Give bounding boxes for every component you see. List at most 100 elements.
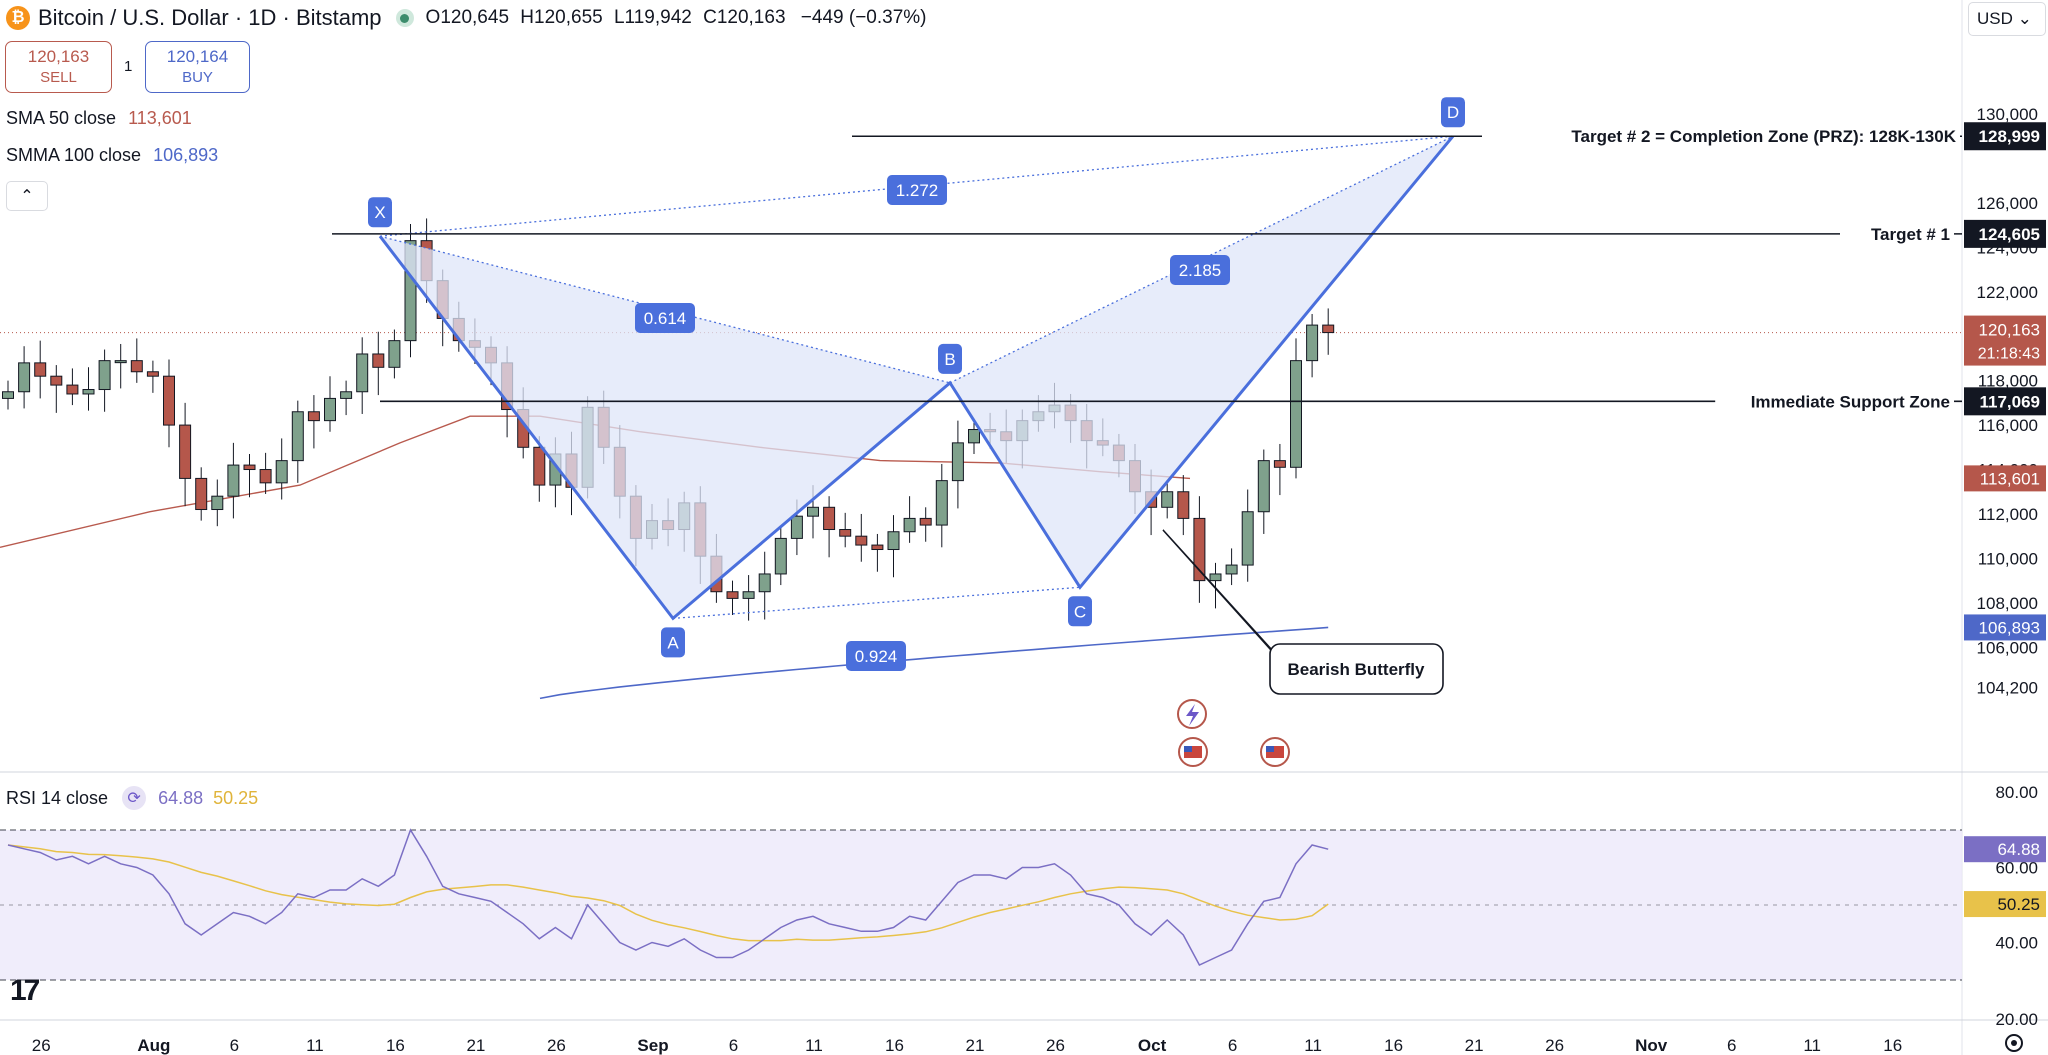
collapse-legend-button[interactable]: ⌃ — [6, 181, 48, 211]
target-text-bg — [1715, 388, 1954, 415]
price-label-value: 124,605 — [1979, 225, 2040, 244]
event-icon-us[interactable] — [1178, 737, 1208, 767]
candle — [855, 513, 868, 562]
pattern-point-label: D — [1447, 103, 1459, 122]
pattern-triangle-bcd — [950, 136, 1453, 588]
spread-value: 1 — [124, 58, 133, 75]
event-icon-us[interactable] — [1260, 737, 1290, 767]
candle-body — [1161, 491, 1174, 508]
price-tick-label: 130,000 — [1977, 105, 2038, 124]
event-icon-flash[interactable] — [1177, 699, 1207, 729]
candle-body — [1193, 517, 1206, 582]
ratio-badge — [635, 303, 695, 333]
time-tick-label: 6 — [230, 1036, 239, 1055]
candle-body — [146, 371, 159, 377]
pattern-point-badge — [661, 627, 685, 658]
candle — [871, 533, 884, 572]
candle-body — [324, 397, 336, 422]
candle — [1225, 548, 1238, 586]
currency-selector[interactable]: USD ⌄ — [1968, 2, 2046, 36]
ohlc-readout: O120,645 H120,655 L119,942 C120,163 −449… — [426, 7, 927, 29]
candle-body — [372, 353, 385, 368]
ratio-label[interactable]: 0.924 — [846, 641, 906, 671]
time-tick-label: 6 — [1228, 1036, 1237, 1055]
candle-body — [211, 495, 224, 511]
candle — [1209, 562, 1222, 609]
target-text: Target # 1 — [1871, 225, 1950, 244]
sma-value: 113,601 — [128, 108, 192, 128]
rsi-tick-label: 20.00 — [1995, 1010, 2038, 1029]
candle — [259, 452, 272, 494]
candle — [388, 329, 401, 379]
price-tick-label: 108,000 — [1977, 594, 2038, 613]
sma-legend[interactable]: SMA 50 close 113,601 — [6, 108, 192, 129]
chevron-up-icon: ⌃ — [20, 188, 34, 205]
candle-body — [839, 529, 852, 537]
candle — [887, 515, 900, 578]
candle-body — [404, 240, 417, 342]
candle — [823, 496, 836, 558]
pattern-point-b[interactable]: B — [938, 343, 962, 374]
candle-body — [1273, 460, 1286, 468]
time-tick-label: 11 — [1803, 1036, 1821, 1055]
time-tick-label: 16 — [1883, 1036, 1902, 1055]
buy-price: 120,164 — [166, 47, 229, 66]
candle-body — [227, 464, 240, 497]
price-tick-label: 104,200 — [1977, 678, 2038, 697]
sell-label: SELL — [40, 69, 77, 86]
candle-body — [823, 506, 836, 531]
price-label-value: 128,999 — [1979, 127, 2040, 146]
symbol-title[interactable]: Bitcoin / U.S. Dollar · 1D · Bitstamp — [38, 5, 382, 30]
pattern-point-d[interactable]: D — [1441, 97, 1465, 128]
smma-label: SMMA 100 close — [6, 145, 142, 165]
ratio-label[interactable]: 0.614 — [635, 303, 695, 333]
smma-axis-value: 106,893 — [1979, 618, 2040, 637]
bitcoin-icon: ₿ — [6, 6, 30, 30]
candle — [211, 479, 224, 527]
candle-body — [774, 537, 787, 575]
callout-text: Bearish Butterfly — [1288, 660, 1426, 679]
close-value: C120,163 — [703, 7, 786, 28]
ratio-label[interactable]: 1.272 — [887, 175, 947, 205]
candle — [2, 380, 14, 410]
rsi-legend[interactable]: RSI 14 close ⟳ 64.88 50.25 — [6, 786, 258, 810]
callout-pointer — [1162, 529, 1281, 661]
candle-body — [179, 424, 192, 479]
candle — [34, 340, 47, 399]
pattern-point-a[interactable]: A — [661, 627, 685, 658]
pattern-point-x[interactable]: X — [368, 197, 392, 228]
pattern-point-badge — [1068, 596, 1092, 627]
time-tick-label: 21 — [1465, 1036, 1484, 1055]
candle-body — [1177, 491, 1190, 519]
candle — [114, 343, 127, 389]
ratio-label[interactable]: 2.185 — [1170, 255, 1230, 285]
smma-legend[interactable]: SMMA 100 close 106,893 — [6, 145, 218, 166]
candle-body — [259, 469, 272, 484]
candle — [1177, 475, 1190, 536]
chart-settings-button[interactable] — [2005, 1034, 2023, 1052]
time-tick-label: Oct — [1138, 1036, 1167, 1055]
candle-body — [50, 375, 63, 386]
candle — [1257, 449, 1270, 534]
candle — [324, 376, 336, 432]
pattern-point-c[interactable]: C — [1068, 596, 1092, 627]
candle — [66, 368, 79, 406]
candle-body — [195, 477, 208, 511]
candle — [50, 365, 63, 413]
candle-body — [887, 531, 900, 551]
candle-body — [98, 360, 111, 391]
buy-button[interactable]: 120,164 BUY — [145, 41, 250, 93]
candle — [903, 496, 916, 543]
time-tick-label: Sep — [637, 1036, 668, 1055]
rsi-line — [7, 828, 1329, 966]
price-tick-label: 122,000 — [1977, 283, 2038, 302]
candle — [1241, 489, 1254, 582]
candle — [1290, 338, 1302, 479]
sell-button[interactable]: 120,163 SELL — [5, 41, 112, 93]
candle — [307, 395, 320, 449]
pattern-callout[interactable]: Bearish Butterfly — [1162, 529, 1444, 695]
time-tick-label: 21 — [966, 1036, 985, 1055]
gear-icon — [2005, 1034, 2023, 1052]
change-value: −449 (−0.37%) — [800, 7, 927, 28]
